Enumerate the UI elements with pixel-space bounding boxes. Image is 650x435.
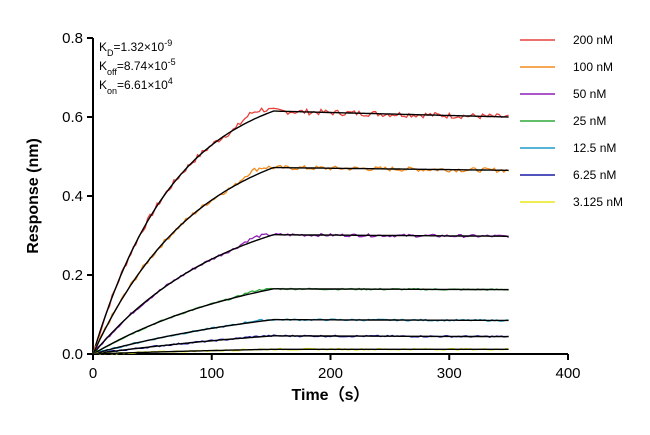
series-50-nM-fit [92, 234, 509, 355]
x-tick-label: 100 [199, 365, 224, 382]
legend-label: 100 nM [573, 60, 613, 74]
x-tick-label: 400 [555, 365, 580, 382]
y-axis-title: Response (nm) [25, 138, 42, 254]
x-tick-label: 300 [437, 365, 462, 382]
y-tick-label: 0.2 [62, 267, 83, 284]
legend-label: 6.25 nM [573, 168, 616, 182]
series-12.5-nM-fit [92, 318, 509, 355]
x-axis-title: Time（s） [292, 386, 370, 404]
y-tick-label: 0.4 [62, 188, 83, 205]
series-6.25-nM-fit [92, 335, 509, 355]
y-tick-label: 0.8 [62, 30, 83, 47]
legend-label: 12.5 nM [573, 141, 616, 155]
series-3.125-nM-fit [92, 348, 509, 355]
series-25-nM-measured [92, 287, 509, 355]
series-6.25-nM-measured [92, 334, 509, 355]
legend: 200 nM 100 nM 50 nM 25 nM 12.5 nM 6.25 nM 3.12… [520, 33, 623, 209]
legend-label: 50 nM [573, 87, 606, 101]
series-layer [92, 107, 509, 356]
series-100-nM-measured [92, 164, 509, 355]
y-tick-label: 0.6 [62, 109, 83, 126]
legend-label: 25 nM [573, 114, 606, 128]
kinetic-constant: Koff=8.74×10-5 [99, 57, 176, 77]
series-200-nM-fit [92, 110, 509, 355]
series-25-nM-fit [92, 288, 509, 355]
legend-label: 3.125 nM [573, 195, 623, 209]
x-tick-label: 0 [89, 365, 97, 382]
legend-label: 200 nM [573, 33, 613, 47]
kinetic-constant: Kon=6.61×104 [99, 76, 173, 96]
y-tick-label: 0.0 [62, 346, 83, 363]
x-tick-label: 200 [318, 365, 343, 382]
axes: 0 100 200 300 400 0.0 0.2 0.4 0.6 0.8 [62, 30, 580, 382]
series-100-nM-fit [92, 166, 509, 355]
kinetic-constant: KD=1.32×10-9 [99, 38, 172, 58]
series-200-nM-measured [92, 107, 509, 355]
